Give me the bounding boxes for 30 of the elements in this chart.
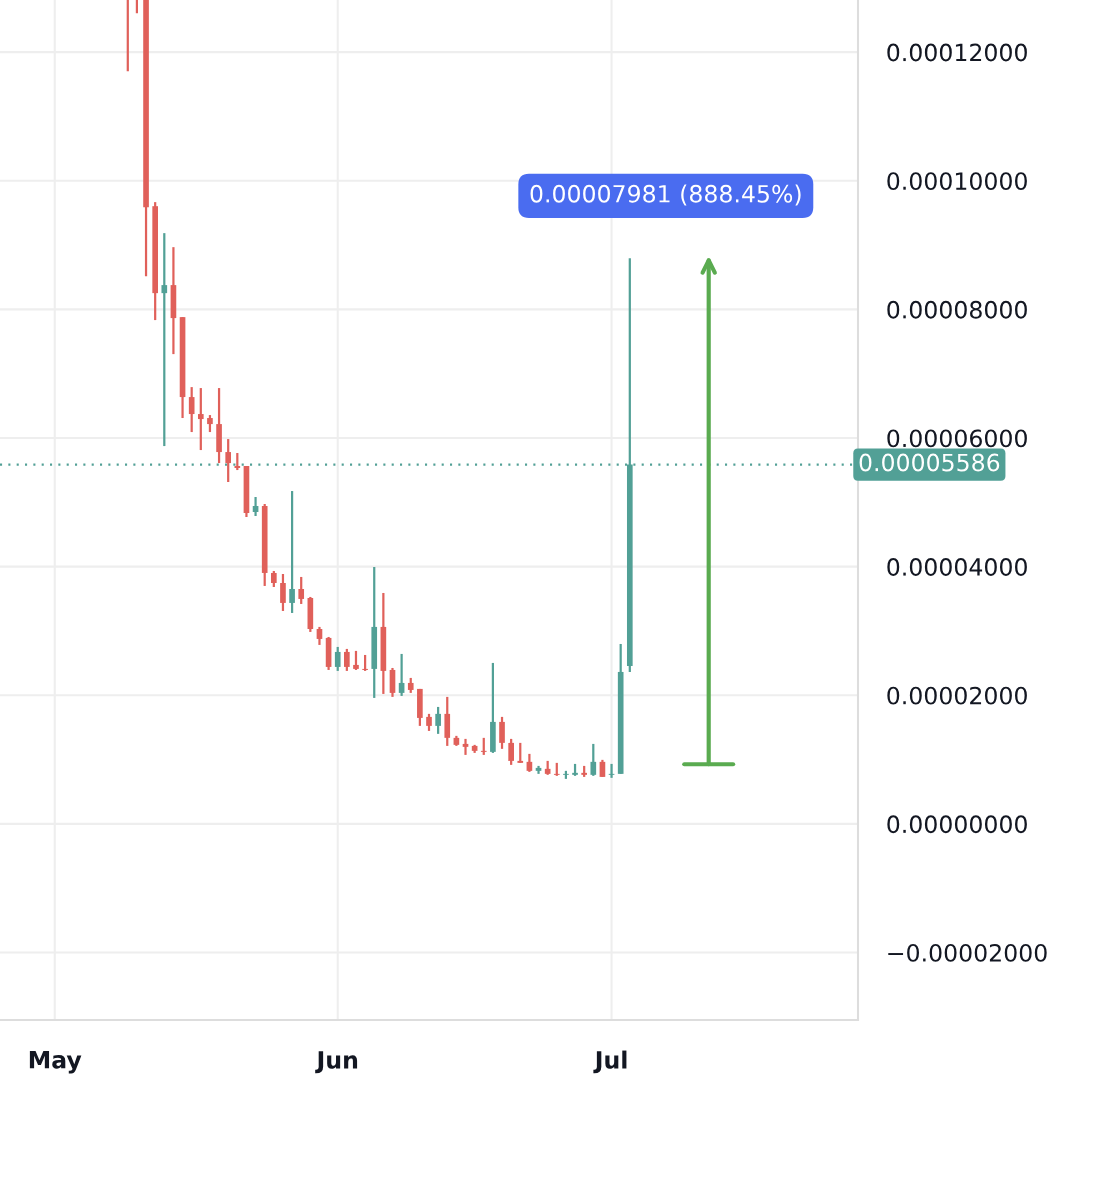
candlestick — [289, 489, 295, 615]
y-tick-label: 0.00000000 — [887, 815, 1027, 834]
x-tick-label: May — [29, 1051, 82, 1074]
candlestick — [499, 715, 505, 750]
candlestick — [188, 385, 195, 434]
candlestick — [344, 647, 350, 673]
y-tick-label: −0.00002000 — [888, 943, 1047, 962]
candlestick — [280, 572, 286, 613]
candlestick — [608, 762, 615, 779]
x-tick-label: Jun — [315, 1051, 358, 1074]
candlestick — [225, 437, 232, 484]
ref-line-label: 0.00005586 — [859, 453, 1000, 472]
candlestick — [517, 741, 524, 764]
candlestick — [353, 649, 359, 672]
candlestick — [444, 695, 451, 748]
y-tick-label: 0.00008000 — [887, 300, 1027, 319]
candlestick — [161, 232, 168, 448]
candlestick — [334, 645, 341, 673]
candlestick — [298, 575, 305, 606]
candlestick — [590, 742, 597, 777]
y-tick-label: 0.00002000 — [887, 686, 1027, 705]
y-tick-label: 0.00012000 — [887, 43, 1027, 62]
y-tick-label: 0.00006000 — [887, 429, 1027, 448]
candlestick — [508, 737, 514, 766]
x-tick-label: Jul — [593, 1050, 627, 1074]
y-tick-label: 0.00010000 — [887, 172, 1027, 191]
annotation: 0.00007981 (888.45%) — [530, 184, 801, 206]
candlestick — [435, 705, 441, 735]
y-tick-label: 0.00004000 — [887, 558, 1027, 576]
candlestick — [197, 386, 204, 452]
